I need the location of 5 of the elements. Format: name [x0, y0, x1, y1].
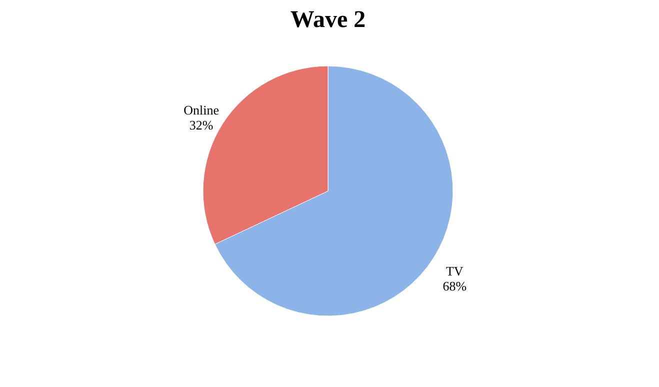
- slice-label: Online: [184, 102, 220, 118]
- data-label: 32%: [189, 118, 214, 133]
- data-label: 68%: [442, 278, 467, 294]
- chart-title: Wave 2: [290, 7, 366, 33]
- slice-label: TV: [446, 263, 464, 278]
